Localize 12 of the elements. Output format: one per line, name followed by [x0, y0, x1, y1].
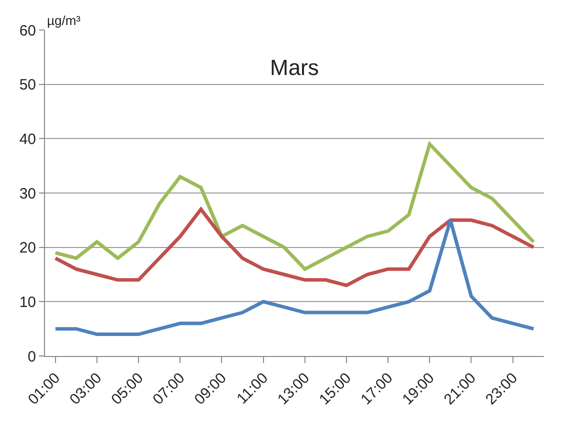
- y-tick-label: 10: [19, 294, 36, 311]
- line-series: [54, 208, 536, 288]
- text: Mars: [270, 55, 319, 80]
- line-series: [54, 218, 536, 336]
- y-tick-label: 60: [19, 22, 36, 40]
- y-tick-label: 30: [19, 185, 36, 202]
- y-tick-label: 0: [28, 348, 36, 366]
- line-series: [54, 142, 536, 271]
- y-tick-label: 40: [19, 130, 36, 148]
- y-axis-title: µg/m³: [47, 13, 82, 28]
- y-tick-label: 20: [19, 240, 36, 257]
- y-tick-label: 50: [19, 76, 36, 94]
